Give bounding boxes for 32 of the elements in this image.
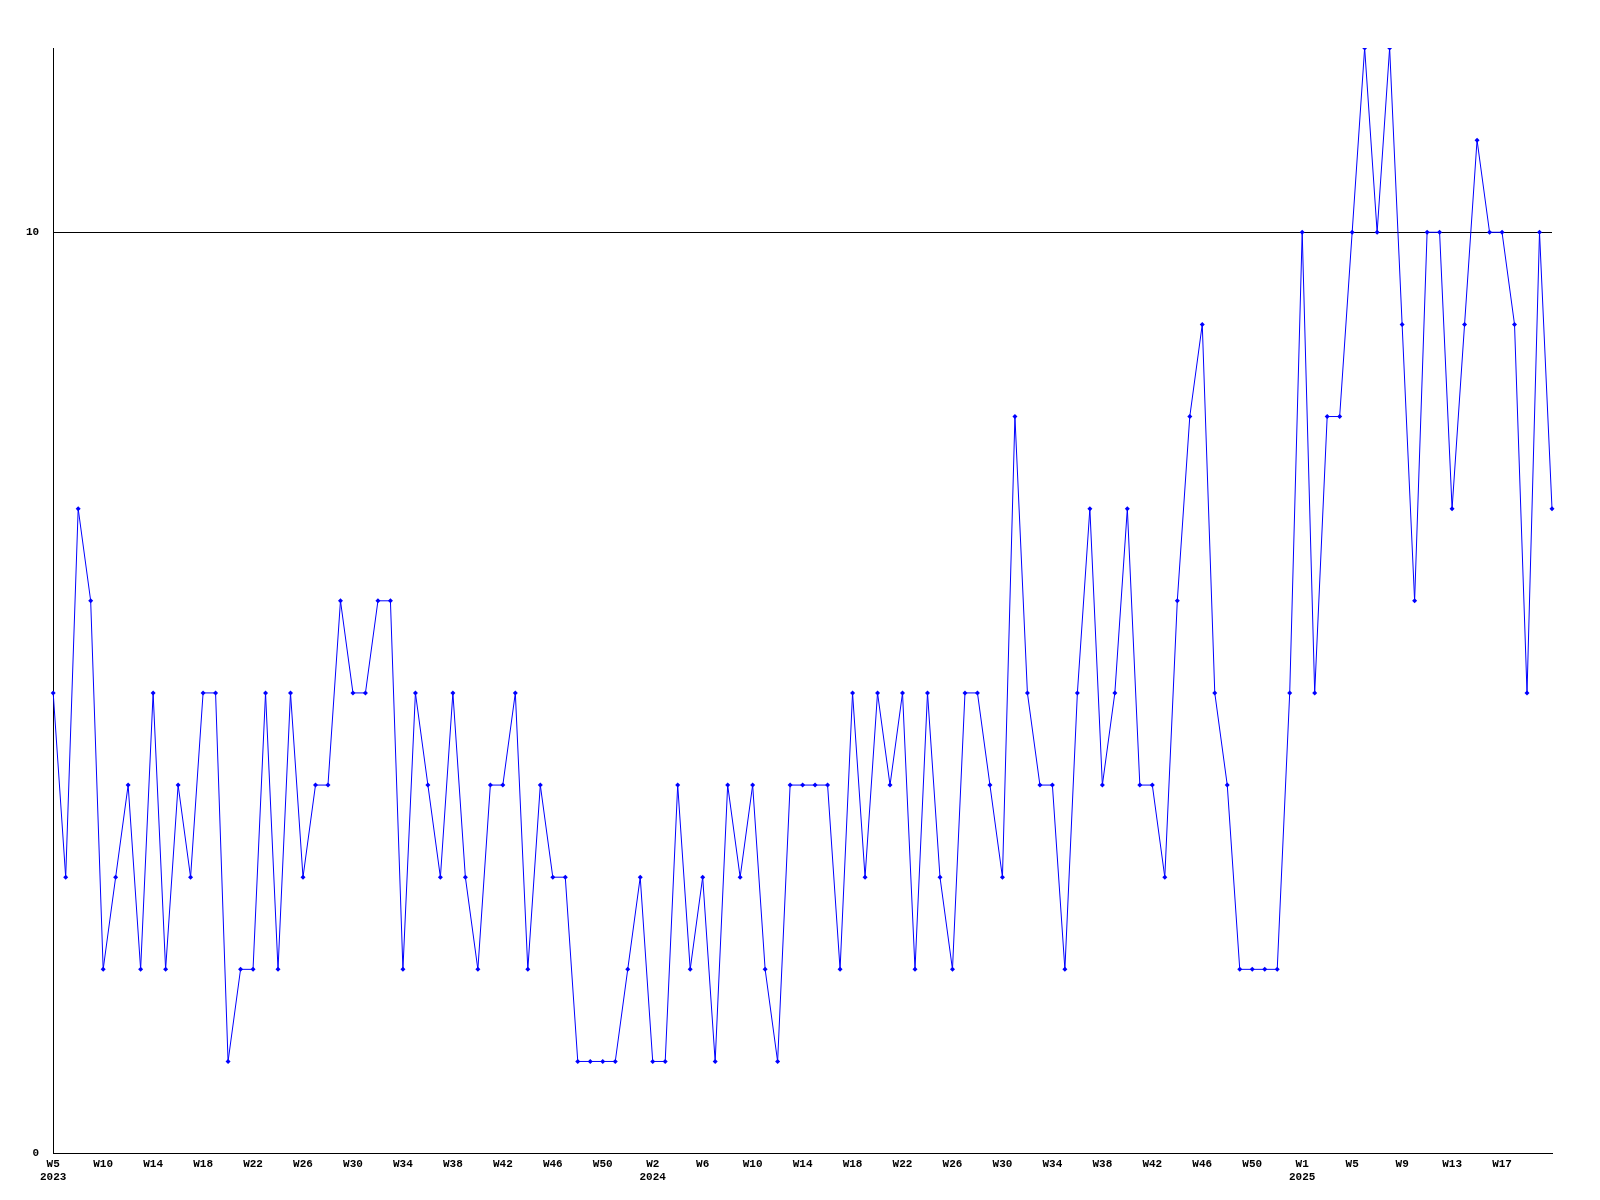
x-tick-label: W14 [792,1157,813,1170]
x-tick-label: W34 [393,1157,414,1170]
x-tick-label: W22 [243,1157,263,1170]
x-tick-label: W34 [1042,1157,1063,1170]
x-tick-label: W38 [1092,1157,1113,1170]
y-tick-label: 10 [26,226,40,239]
x-tick-label: W6 [696,1157,710,1170]
x-tick-label: W30 [992,1157,1013,1170]
x-tick-label: W14 [143,1157,164,1170]
x-tick-label: W46 [1192,1157,1213,1170]
x-tick-label: W26 [942,1157,963,1170]
x-tick-label: W18 [193,1157,214,1170]
x-tick-label: W10 [93,1157,114,1170]
x-tick-label: W30 [343,1157,363,1170]
x-tick-label: W50 [1242,1157,1263,1170]
x-tick-label: W42 [1142,1157,1163,1170]
x-tick-label: W13 [1442,1157,1463,1170]
y-tick-label: 0 [32,1147,40,1160]
x-tick-label: W5 2023 [40,1157,67,1184]
x-tick-label: W42 [492,1157,513,1170]
x-tick-label: W9 [1395,1157,1409,1170]
x-tick-label: W38 [442,1157,464,1170]
x-tick-label: W2 2024 [639,1157,667,1184]
x-tick-label: W22 [892,1157,913,1170]
x-tick-label: W5 [1345,1157,1360,1170]
x-tick-label: W50 [592,1157,613,1170]
x-tick-label: W10 [742,1157,763,1170]
x-tick-label: W17 [1492,1157,1512,1170]
x-tick-label: W26 [293,1157,313,1170]
x-tick-label: W46 [542,1157,563,1170]
x-tick-label: W18 [842,1157,863,1170]
x-tick-label: W1 2025 [1289,1157,1316,1184]
